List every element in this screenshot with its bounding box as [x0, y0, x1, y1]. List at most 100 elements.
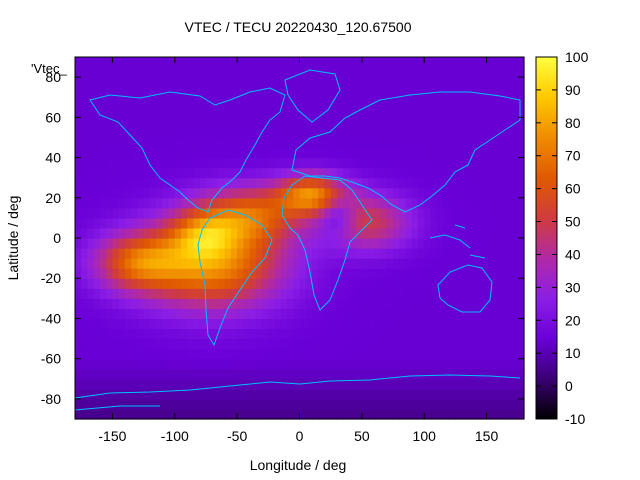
heatmap-cell: [255, 288, 263, 299]
heatmap-cell: [405, 127, 413, 139]
heatmap-cell: [193, 238, 201, 249]
heatmap-cell: [517, 197, 525, 209]
heatmap-cell: [411, 368, 419, 380]
heatmap-cell: [156, 268, 163, 279]
heatmap-cell: [156, 278, 163, 289]
heatmap-cell: [324, 77, 332, 88]
heatmap-cell: [274, 378, 282, 390]
heatmap-cell: [424, 358, 432, 370]
heatmap-cell: [156, 358, 163, 370]
heatmap-cell: [318, 348, 326, 360]
heatmap-cell: [293, 338, 301, 350]
heatmap-cell: [399, 87, 407, 98]
heatmap-cell: [93, 177, 101, 189]
heatmap-cell: [149, 258, 157, 269]
heatmap-cell: [75, 87, 82, 98]
heatmap-cell: [386, 107, 394, 118]
heatmap-cell: [436, 288, 444, 299]
heatmap-cell: [336, 348, 344, 360]
heatmap-cell: [218, 328, 226, 340]
heatmap-cell: [511, 358, 519, 370]
heatmap-cell: [268, 298, 276, 309]
heatmap-cell: [467, 127, 475, 139]
heatmap-cell: [99, 238, 107, 249]
heatmap-cell: [474, 67, 481, 78]
heatmap-cell: [106, 97, 114, 108]
heatmap-cell: [99, 67, 107, 78]
heatmap-cell: [174, 137, 182, 149]
heatmap-cell: [112, 177, 120, 189]
heatmap-cell: [474, 157, 481, 169]
heatmap-cell: [517, 57, 525, 68]
heatmap-cell: [442, 57, 450, 68]
heatmap-cell: [268, 117, 276, 128]
heatmap-cell: [230, 378, 238, 390]
heatmap-cell: [75, 318, 82, 330]
heatmap-cell: [355, 358, 363, 370]
heatmap-cell: [137, 87, 145, 98]
heatmap-cell: [255, 358, 263, 370]
heatmap-cell: [112, 238, 120, 249]
heatmap-cell: [486, 238, 494, 249]
heatmap-cell: [480, 308, 488, 320]
heatmap-cell: [299, 57, 307, 68]
heatmap-cell: [274, 308, 282, 320]
heatmap-cell: [455, 288, 463, 299]
heatmap-cell: [411, 308, 419, 320]
heatmap-cell: [486, 127, 494, 139]
heatmap-cell: [449, 57, 457, 68]
heatmap-cell: [305, 268, 313, 279]
heatmap-cell: [112, 338, 120, 350]
heatmap-cell: [81, 217, 89, 229]
heatmap-cell: [199, 238, 207, 249]
heatmap-cell: [287, 97, 294, 108]
heatmap-cell: [268, 318, 276, 330]
heatmap-cell: [280, 308, 288, 320]
heatmap-cell: [405, 368, 413, 380]
heatmap-cell: [75, 117, 82, 128]
heatmap-cell: [318, 278, 326, 289]
heatmap-cell: [299, 268, 307, 279]
heatmap-cell: [386, 328, 394, 340]
heatmap-cell: [205, 238, 213, 249]
heatmap-cell: [149, 338, 157, 350]
heatmap-cell: [87, 378, 95, 390]
heatmap-cell: [106, 67, 114, 78]
heatmap-cell: [343, 187, 350, 199]
heatmap-cell: [499, 388, 506, 400]
heatmap-cell: [181, 398, 188, 410]
heatmap-cell: [199, 217, 207, 229]
heatmap-cell: [156, 408, 163, 420]
heatmap-cell: [305, 57, 313, 68]
heatmap-cell: [318, 298, 326, 309]
heatmap-cell: [168, 318, 176, 330]
heatmap-cell: [162, 77, 170, 88]
heatmap-cell: [156, 57, 163, 68]
heatmap-cell: [474, 258, 481, 269]
heatmap-cell: [156, 127, 163, 139]
heatmap-cell: [517, 137, 525, 149]
heatmap-cell: [505, 378, 513, 390]
heatmap-cell: [511, 207, 519, 219]
heatmap-cell: [187, 258, 195, 269]
heatmap-cell: [480, 298, 488, 309]
heatmap-cell: [168, 127, 176, 139]
heatmap-cell: [474, 117, 481, 128]
heatmap-cell: [330, 278, 338, 289]
heatmap-cell: [230, 107, 238, 118]
heatmap-cell: [449, 368, 457, 380]
heatmap-cell: [374, 97, 382, 108]
heatmap-cell: [93, 97, 101, 108]
heatmap-cell: [368, 207, 375, 219]
heatmap-cell: [449, 238, 457, 249]
heatmap-cell: [324, 348, 332, 360]
heatmap-cell: [293, 157, 301, 169]
heatmap-cell: [143, 127, 151, 139]
heatmap-cell: [436, 227, 444, 239]
heatmap-cell: [405, 207, 413, 219]
heatmap-cell: [355, 238, 363, 249]
heatmap-cell: [318, 157, 326, 169]
heatmap-cell: [131, 388, 138, 400]
heatmap-cell: [368, 97, 375, 108]
heatmap-cell: [517, 258, 525, 269]
